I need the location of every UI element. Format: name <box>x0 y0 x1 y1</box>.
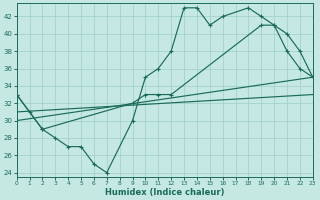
X-axis label: Humidex (Indice chaleur): Humidex (Indice chaleur) <box>105 188 224 197</box>
